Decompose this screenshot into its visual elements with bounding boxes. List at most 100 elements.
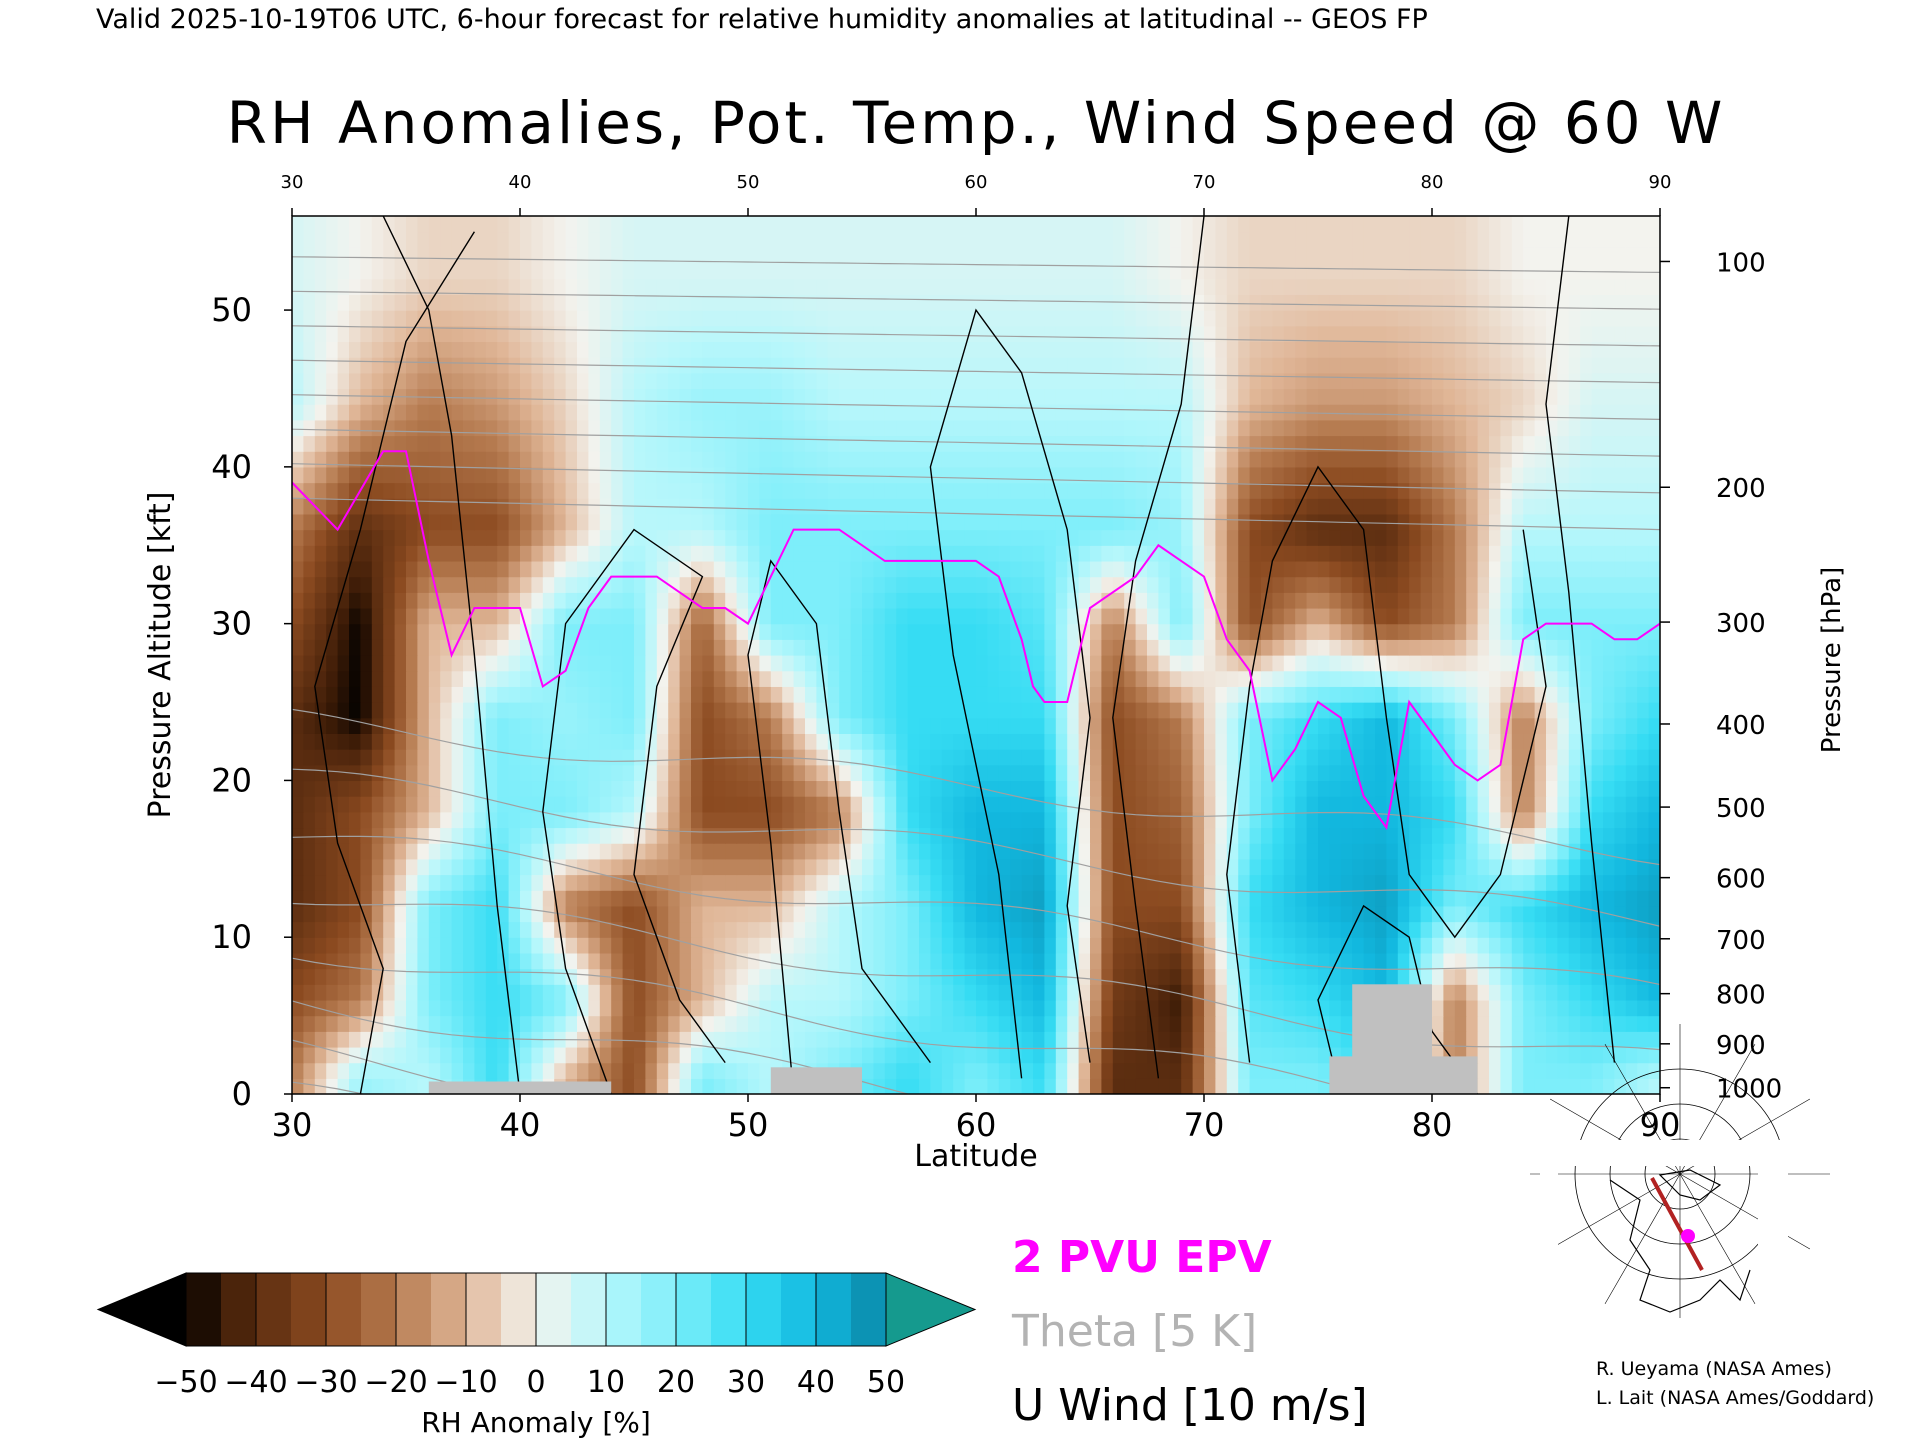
rh-cell [1101, 984, 1114, 1001]
rh-cell [725, 921, 738, 938]
rh-cell [759, 513, 772, 531]
rh-cell [782, 905, 795, 923]
rh-cell [417, 623, 430, 640]
rh-cell [850, 733, 863, 750]
rh-cell [292, 968, 304, 985]
rh-cell [1055, 607, 1068, 625]
rh-cell [1272, 874, 1285, 891]
rh-cell [1181, 905, 1194, 923]
rh-cell [805, 780, 817, 797]
rh-cell [451, 670, 464, 687]
rh-cell [919, 576, 931, 593]
rh-cell [1375, 686, 1387, 703]
rh-cell [1238, 686, 1251, 703]
rh-cell [292, 984, 304, 1001]
rh-cell [1158, 592, 1171, 609]
rh-cell [759, 811, 772, 829]
rh-cell [577, 858, 589, 876]
rh-cell [1158, 905, 1171, 923]
rh-cell [474, 702, 487, 719]
rh-cell [759, 545, 772, 562]
rh-cell [953, 827, 966, 844]
rh-cell [679, 968, 692, 985]
rh-cell [941, 733, 954, 750]
rh-cell [987, 560, 1000, 578]
rh-cell [1215, 749, 1228, 766]
rh-cell [1500, 560, 1513, 578]
rh-cell [326, 764, 339, 782]
rh-cell [1466, 999, 1479, 1017]
rh-cell [1124, 921, 1137, 938]
rh-cell [850, 999, 863, 1017]
rh-cell [1534, 1031, 1547, 1048]
rh-cell [1272, 686, 1285, 703]
rh-cell [349, 984, 361, 1001]
rh-cell [930, 905, 943, 923]
rh-cell [1169, 827, 1182, 844]
rh-cell [303, 921, 316, 938]
rh-cell [1603, 686, 1615, 703]
rh-cell [725, 1031, 738, 1048]
rh-cell [1295, 858, 1308, 876]
rh-cell [497, 780, 510, 797]
rh-cell [1010, 1046, 1023, 1064]
rh-cell [349, 890, 361, 907]
rh-cell [1158, 921, 1171, 938]
rh-cell [862, 811, 874, 829]
rh-cell [770, 811, 783, 829]
rh-cell [485, 435, 498, 452]
rh-cell [326, 529, 339, 546]
rh-cell [565, 498, 578, 515]
rh-cell [805, 545, 817, 562]
rh-cell [1523, 607, 1536, 625]
rh-cell [1204, 639, 1216, 656]
rh-cell [1044, 733, 1057, 750]
rh-cell [793, 874, 806, 891]
rh-cell [1477, 670, 1490, 687]
rh-cell [679, 874, 692, 891]
rh-cell [1215, 560, 1228, 578]
rh-cell [1181, 466, 1194, 484]
rh-cell [1454, 607, 1467, 625]
rh-cell [383, 874, 396, 891]
rh-cell [440, 984, 453, 1001]
rh-cell [588, 905, 601, 923]
rh-cell [1306, 749, 1319, 766]
rh-cell [611, 592, 624, 609]
rh-cell [976, 1015, 988, 1032]
rh-cell [1147, 592, 1159, 609]
rh-cell [508, 576, 521, 593]
rh-cell [1124, 984, 1137, 1001]
rh-cell [725, 843, 738, 860]
rh-cell [337, 623, 350, 640]
rh-cell [930, 811, 943, 829]
rh-cell [1534, 733, 1547, 750]
rh-cell [839, 451, 852, 468]
rh-cell [976, 827, 988, 844]
rh-cell [941, 811, 954, 829]
rh-cell [736, 905, 749, 923]
rh-cell [782, 686, 795, 703]
rh-cell [793, 639, 806, 656]
rh-cell [1557, 592, 1570, 609]
rh-cell [1135, 592, 1148, 609]
rh-cell [1272, 968, 1285, 985]
rh-cell [941, 466, 954, 484]
rh-cell [1295, 513, 1308, 531]
rh-cell [1261, 717, 1273, 734]
rh-cell [770, 874, 783, 891]
rh-cell [1033, 1015, 1045, 1032]
rh-cell [1454, 639, 1467, 656]
rh-cell [1021, 498, 1034, 515]
rh-cell [1352, 921, 1365, 938]
rh-cell [1090, 607, 1102, 625]
rh-cell [1135, 858, 1148, 876]
rh-cell [474, 435, 487, 452]
rh-cell [508, 1062, 521, 1079]
rh-cell [1386, 937, 1399, 954]
rh-cell [542, 655, 555, 672]
rh-cell [827, 623, 840, 640]
rh-cell [1557, 905, 1570, 923]
rh-cell [1454, 780, 1467, 797]
rh-cell [1067, 890, 1080, 907]
